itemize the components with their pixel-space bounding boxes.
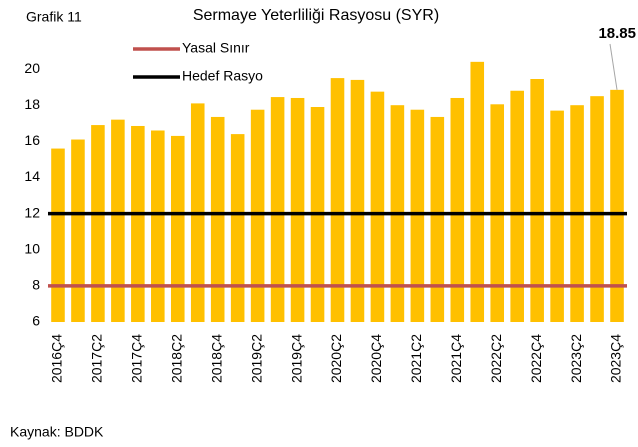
bar [590, 96, 604, 323]
source: Kaynak: BDDK [10, 424, 104, 440]
bar [610, 89, 624, 323]
bar [71, 139, 85, 322]
x-tick-label: 2019Ç2 [248, 334, 264, 383]
bar [91, 125, 105, 322]
bar [410, 109, 425, 322]
x-tick-label: 2021Ç4 [448, 334, 464, 383]
x-tick-label: 2016Ç4 [49, 334, 65, 383]
bar [450, 97, 465, 323]
x-tick-label: 2020Ç2 [328, 334, 344, 383]
bar [510, 90, 524, 322]
bar [51, 148, 65, 322]
bar [470, 61, 485, 323]
bar [151, 130, 165, 322]
bar [230, 134, 245, 322]
y-tick-label: 20 [24, 60, 40, 76]
legend-label: Hedef Rasyo [182, 68, 263, 84]
bar [370, 91, 385, 323]
x-tick-label: 2023Ç4 [608, 334, 624, 383]
x-tick-label: 2022Ç4 [528, 334, 544, 383]
bar [530, 79, 544, 323]
x-tick-label: 2018Ç2 [168, 334, 184, 383]
x-tick-label: 2020Ç4 [368, 334, 384, 383]
bar [290, 97, 305, 323]
y-tick-label: 12 [24, 204, 40, 220]
x-tick-label: 2023Ç2 [568, 334, 584, 383]
bar [270, 97, 285, 322]
y-tick-label: 18 [24, 96, 40, 112]
y-tick-label: 6 [32, 313, 40, 329]
y-tick-label: 10 [24, 240, 40, 256]
bar [210, 116, 225, 323]
bar [170, 135, 185, 322]
x-tick-label: 2022Ç2 [488, 334, 504, 383]
x-tick-label: 2018Ç4 [208, 334, 224, 383]
bar [131, 125, 145, 322]
chart-title: Sermaye Yeterliliği Rasyosu (SYR) [193, 7, 439, 24]
x-tick-label: 2017Ç4 [129, 334, 145, 383]
bar [430, 116, 445, 323]
x-tick-label: 2017Ç2 [89, 334, 105, 383]
y-tick-label: 14 [24, 168, 40, 184]
bar [250, 109, 265, 322]
x-tick-label: 2021Ç2 [408, 334, 424, 383]
y-tick-label: 16 [24, 132, 40, 148]
bar [330, 78, 345, 322]
legend-label: Yasal Sınır [182, 40, 250, 56]
leader-line [609, 43, 618, 90]
chart-label: Grafik 11 [26, 9, 82, 25]
bar [550, 110, 564, 323]
bar [111, 119, 125, 322]
x-tick-label: 2019Ç4 [288, 334, 304, 383]
data-label: 18.85 [598, 25, 636, 42]
y-tick-label: 8 [32, 277, 40, 293]
bar [350, 79, 365, 322]
